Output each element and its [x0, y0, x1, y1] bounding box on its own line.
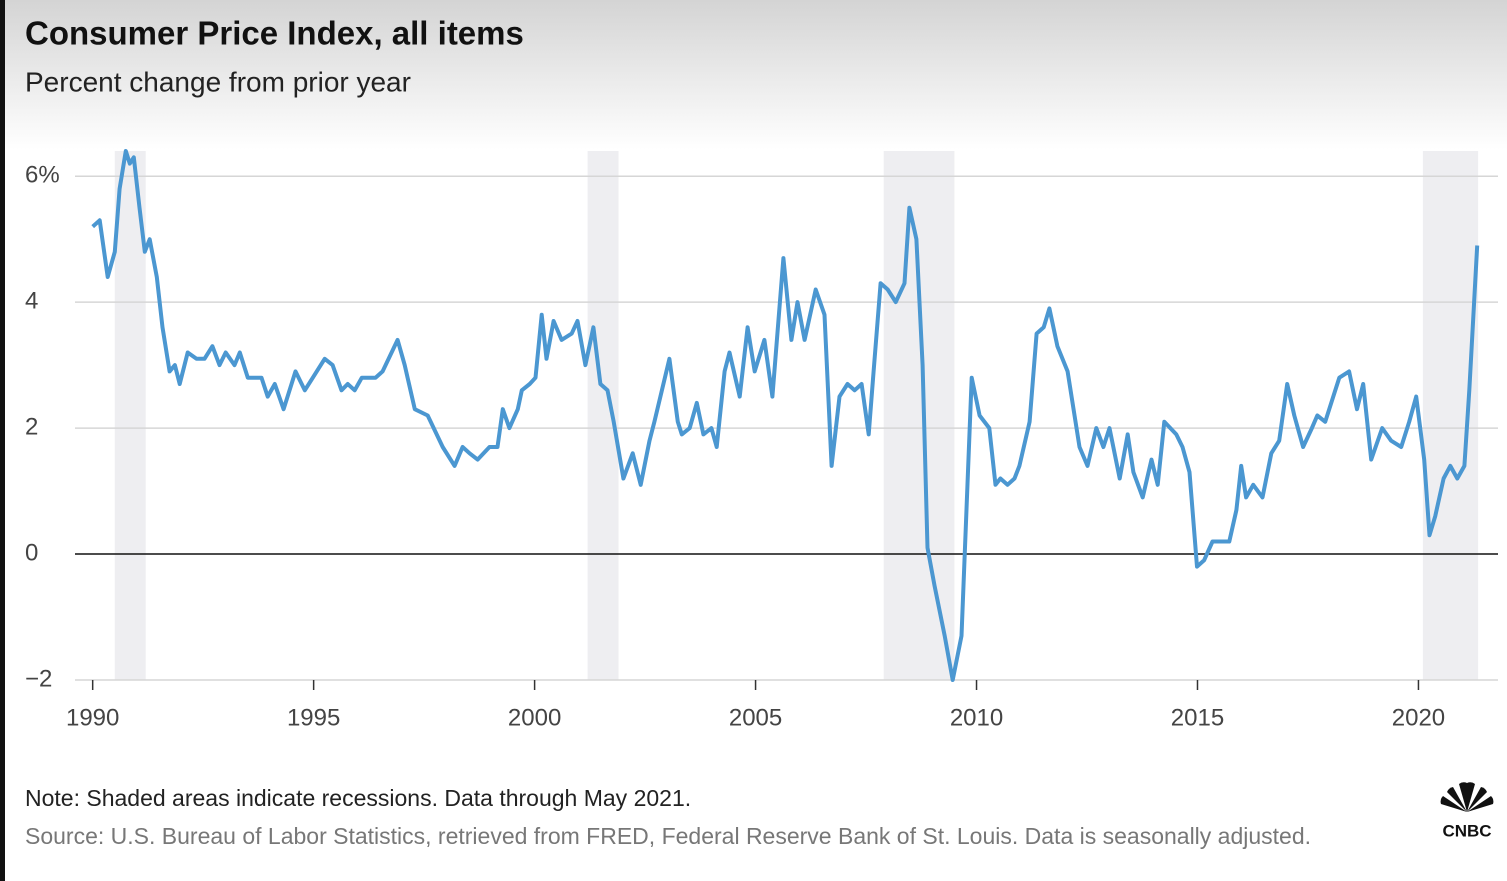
- logo-icon: [1440, 782, 1494, 812]
- x-tick-label: 2010: [950, 704, 1003, 731]
- cpi-line: [91, 149, 1480, 682]
- y-tick-label: 4: [25, 287, 38, 314]
- y-tick-label: 0: [25, 539, 38, 566]
- y-tick-label: −2: [25, 665, 52, 692]
- x-tick-label: 2005: [729, 704, 782, 731]
- plot-area: −2 0 2 4 6% 1990 1995 2000 2005 2010 2015 2020: [25, 149, 1498, 731]
- x-tick-label: 1990: [66, 704, 119, 731]
- y-tick-label: 6%: [25, 162, 60, 189]
- recession-band: [883, 151, 955, 680]
- header-background: [0, 0, 1507, 150]
- note: Note: Shaded areas indicate recessions. …: [25, 785, 691, 811]
- y-tick-label: 2: [25, 413, 38, 440]
- recession-band: [1422, 151, 1479, 680]
- source: Source: U.S. Bureau of Labor Statistics,…: [25, 823, 1311, 849]
- x-tick-label: 2020: [1392, 704, 1445, 731]
- x-tick-label: 1995: [287, 704, 340, 731]
- logo: CNBC: [1442, 821, 1491, 840]
- x-tick-label: 2000: [508, 704, 561, 731]
- chart-title: Consumer Price Index, all items: [25, 15, 524, 52]
- left-edge: [0, 0, 5, 881]
- x-tick-label: 2015: [1171, 704, 1224, 731]
- chart-subtitle: Percent change from prior year: [25, 66, 411, 97]
- recession-band: [114, 151, 146, 680]
